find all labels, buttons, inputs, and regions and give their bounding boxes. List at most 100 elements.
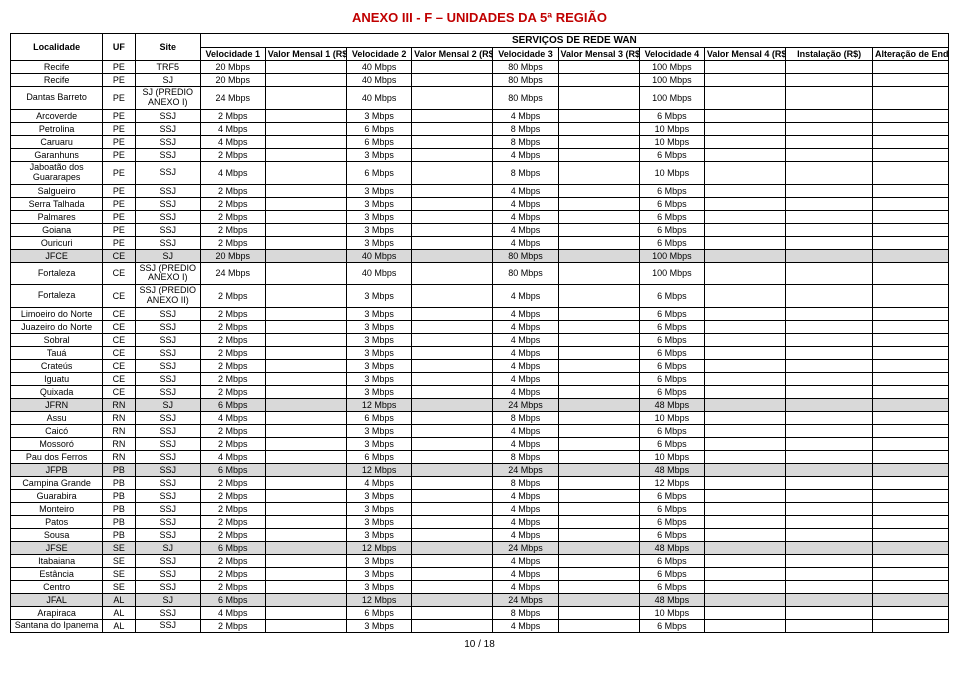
table-row: TauáCESSJ2 Mbps3 Mbps4 Mbps6 Mbps: [11, 347, 949, 360]
cell: [558, 210, 639, 223]
cell: SSJ: [135, 197, 200, 210]
cell: 3 Mbps: [347, 347, 412, 360]
cell: [786, 542, 873, 555]
cell: [872, 386, 948, 399]
cell: SE: [103, 542, 136, 555]
cell: [704, 399, 785, 412]
cell: [558, 347, 639, 360]
cell: RN: [103, 412, 136, 425]
cell: [786, 184, 873, 197]
cell: [786, 607, 873, 620]
cell: [704, 161, 785, 184]
cell: [265, 135, 346, 148]
cell: [872, 61, 948, 74]
cell: [265, 542, 346, 555]
cell: 3 Mbps: [347, 503, 412, 516]
cell: [872, 581, 948, 594]
cell: [412, 490, 493, 503]
cell: [265, 438, 346, 451]
cell: 3 Mbps: [347, 620, 412, 633]
cell: 3 Mbps: [347, 373, 412, 386]
cell: 2 Mbps: [200, 620, 265, 633]
cell: [786, 555, 873, 568]
cell: CE: [103, 373, 136, 386]
cell: 20 Mbps: [200, 74, 265, 87]
cell: 80 Mbps: [493, 61, 558, 74]
table-row: IguatuCESSJ2 Mbps3 Mbps4 Mbps6 Mbps: [11, 373, 949, 386]
cell: RN: [103, 451, 136, 464]
cell: 3 Mbps: [347, 360, 412, 373]
cell: [265, 490, 346, 503]
cell: SSJ: [135, 161, 200, 184]
cell: [872, 360, 948, 373]
cell: 6 Mbps: [639, 503, 704, 516]
cell: 3 Mbps: [347, 210, 412, 223]
cell: 4 Mbps: [493, 438, 558, 451]
cell: [704, 347, 785, 360]
cell: 2 Mbps: [200, 438, 265, 451]
cell: [786, 516, 873, 529]
cell: 4 Mbps: [493, 148, 558, 161]
cell: [558, 122, 639, 135]
cell: [265, 184, 346, 197]
cell: 4 Mbps: [493, 223, 558, 236]
col-v4: Velocidade 4: [639, 48, 704, 61]
cell: SJ: [135, 399, 200, 412]
cell: [558, 568, 639, 581]
cell: SSJ: [135, 451, 200, 464]
cell: Arapiraca: [11, 607, 103, 620]
col-v2: Velocidade 2: [347, 48, 412, 61]
cell: [786, 61, 873, 74]
cell: 4 Mbps: [493, 386, 558, 399]
cell: [872, 568, 948, 581]
cell: 2 Mbps: [200, 285, 265, 308]
cell: 2 Mbps: [200, 373, 265, 386]
cell: [558, 490, 639, 503]
cell: [265, 161, 346, 184]
cell: 2 Mbps: [200, 555, 265, 568]
cell: 4 Mbps: [347, 477, 412, 490]
cell: PB: [103, 464, 136, 477]
cell: 100 Mbps: [639, 87, 704, 110]
cell: Recife: [11, 61, 103, 74]
cell: [558, 581, 639, 594]
cell: 6 Mbps: [639, 321, 704, 334]
cell: [872, 399, 948, 412]
cell: 3 Mbps: [347, 529, 412, 542]
cell: [704, 210, 785, 223]
cell: [558, 360, 639, 373]
cell: 3 Mbps: [347, 438, 412, 451]
cell: [704, 620, 785, 633]
cell: [412, 542, 493, 555]
cell: Garanhuns: [11, 148, 103, 161]
cell: SSJ: [135, 321, 200, 334]
cell: 2 Mbps: [200, 581, 265, 594]
cell: 4 Mbps: [493, 503, 558, 516]
cell: [412, 412, 493, 425]
cell: [412, 425, 493, 438]
cell: [558, 87, 639, 110]
cell: [872, 594, 948, 607]
cell: [412, 74, 493, 87]
cell: [265, 503, 346, 516]
cell: SSJ: [135, 477, 200, 490]
cell: 100 Mbps: [639, 61, 704, 74]
cell: [265, 412, 346, 425]
cell: [786, 197, 873, 210]
cell: Centro: [11, 581, 103, 594]
table-row: Santana do IpanemaALSSJ2 Mbps3 Mbps4 Mbp…: [11, 620, 949, 633]
cell: 6 Mbps: [639, 438, 704, 451]
cell: 4 Mbps: [493, 334, 558, 347]
cell: [558, 438, 639, 451]
cell: 80 Mbps: [493, 87, 558, 110]
cell: [786, 262, 873, 285]
cell: [786, 74, 873, 87]
cell: AL: [103, 594, 136, 607]
cell: 3 Mbps: [347, 109, 412, 122]
cell: Campina Grande: [11, 477, 103, 490]
cell: Dantas Barreto: [11, 87, 103, 110]
cell: [412, 210, 493, 223]
cell: Estância: [11, 568, 103, 581]
cell: RN: [103, 399, 136, 412]
cell: [558, 321, 639, 334]
